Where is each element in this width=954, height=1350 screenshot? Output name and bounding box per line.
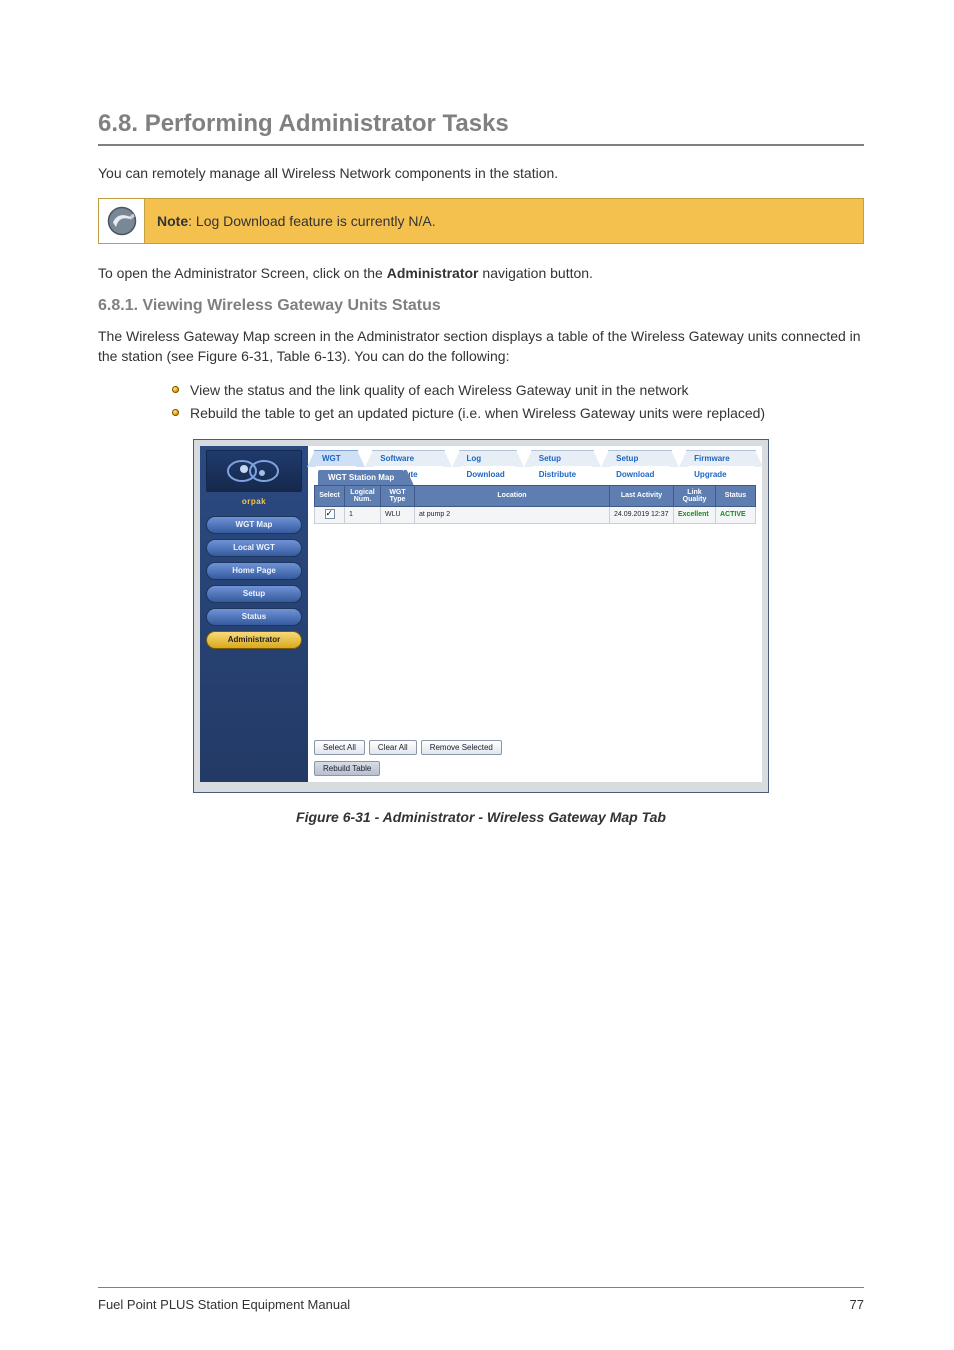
list-item: Rebuild the table to get an updated pict… [172, 403, 864, 423]
footer-rule [98, 1287, 864, 1288]
open-admin-prefix: To open the Administrator Screen, click … [98, 265, 387, 281]
select-all-button[interactable]: Select All [314, 740, 365, 755]
col-location: Location [415, 485, 610, 506]
section-title-tab: WGT Station Map [318, 470, 404, 485]
note-icon [99, 199, 145, 243]
clear-all-button[interactable]: Clear All [369, 740, 417, 755]
open-admin-bold: Administrator [387, 265, 479, 281]
cell-last-activity: 24.09.2019 12:37 [610, 506, 674, 523]
list-item: View the status and the link quality of … [172, 380, 864, 400]
section-heading-6.8.1: 6.8.1. Viewing Wireless Gateway Units St… [98, 297, 864, 315]
tab-setup-download[interactable]: Setup Download [608, 450, 672, 466]
sidebar-brand: orpak [206, 497, 302, 511]
map-description-paragraph: The Wireless Gateway Map screen in the A… [98, 327, 864, 366]
tab-log-download[interactable]: Log Download [459, 450, 517, 466]
rebuild-table-button[interactable]: Rebuild Table [314, 761, 380, 776]
capabilities-list: View the status and the link quality of … [98, 380, 864, 423]
heading-rule [98, 144, 864, 146]
footer-page-number: 77 [850, 1297, 864, 1312]
footer-doc-title: Fuel Point PLUS Station Equipment Manual [98, 1297, 350, 1312]
nav-home-page[interactable]: Home Page [206, 562, 302, 580]
wgt-station-map-table: Select Logical Num. WGT Type Location La… [314, 485, 756, 524]
cell-status: ACTIVE [716, 506, 756, 523]
note-text: Note: Log Download feature is currently … [145, 199, 863, 243]
note-callout: Note: Log Download feature is currently … [98, 198, 864, 244]
col-wgt-type: WGT Type [381, 485, 415, 506]
table-action-buttons: Select All Clear All Remove Selected [308, 734, 762, 761]
open-admin-suffix: navigation button. [479, 265, 593, 281]
figure-6-31: orpak WGT Map Local WGT Home Page Setup … [193, 439, 769, 793]
rebuild-button-row: Rebuild Table [308, 761, 762, 782]
nav-wgt-map[interactable]: WGT Map [206, 516, 302, 534]
col-select: Select [315, 485, 345, 506]
col-status: Status [716, 485, 756, 506]
figure-tabs: WGT Map Software Distribute Log Download… [308, 446, 762, 466]
checkbox-icon[interactable] [325, 509, 335, 519]
cell-location: at pump 2 [415, 506, 610, 523]
tab-setup-distribute[interactable]: Setup Distribute [531, 450, 594, 466]
nav-setup[interactable]: Setup [206, 585, 302, 603]
table-empty-area [308, 524, 762, 734]
figure-sidebar: orpak WGT Map Local WGT Home Page Setup … [200, 446, 308, 782]
cell-select[interactable] [315, 506, 345, 523]
figure-caption: Figure 6-31 - Administrator - Wireless G… [98, 809, 864, 825]
tab-software-distribute[interactable]: Software Distribute [372, 450, 444, 466]
note-body-text: : Log Download feature is currently N/A. [188, 213, 435, 229]
nav-local-wgt[interactable]: Local WGT [206, 539, 302, 557]
cell-link-quality: Excellent [674, 506, 716, 523]
cell-logical: 1 [345, 506, 381, 523]
nav-administrator[interactable]: Administrator [206, 631, 302, 649]
tab-firmware-upgrade[interactable]: Firmware Upgrade [686, 450, 756, 466]
figure-content: WGT Map Software Distribute Log Download… [308, 446, 762, 782]
page-footer: Fuel Point PLUS Station Equipment Manual… [98, 1297, 864, 1312]
intro-paragraph: You can remotely manage all Wireless Net… [98, 164, 864, 184]
nav-status[interactable]: Status [206, 608, 302, 626]
cell-type: WLU [381, 506, 415, 523]
section-heading-6.8: 6.8. Performing Administrator Tasks [98, 110, 864, 138]
sidebar-logo [206, 450, 302, 492]
remove-selected-button[interactable]: Remove Selected [421, 740, 502, 755]
tab-wgt-map[interactable]: WGT Map [314, 450, 358, 466]
table-row: 1 WLU at pump 2 24.09.2019 12:37 Excelle… [315, 506, 756, 523]
col-logical-num: Logical Num. [345, 485, 381, 506]
col-last-activity: Last Activity [610, 485, 674, 506]
note-label: Note [157, 213, 188, 229]
open-admin-paragraph: To open the Administrator Screen, click … [98, 264, 864, 284]
col-link-quality: Link Quality [674, 485, 716, 506]
figure-6-31-container: orpak WGT Map Local WGT Home Page Setup … [98, 439, 864, 793]
